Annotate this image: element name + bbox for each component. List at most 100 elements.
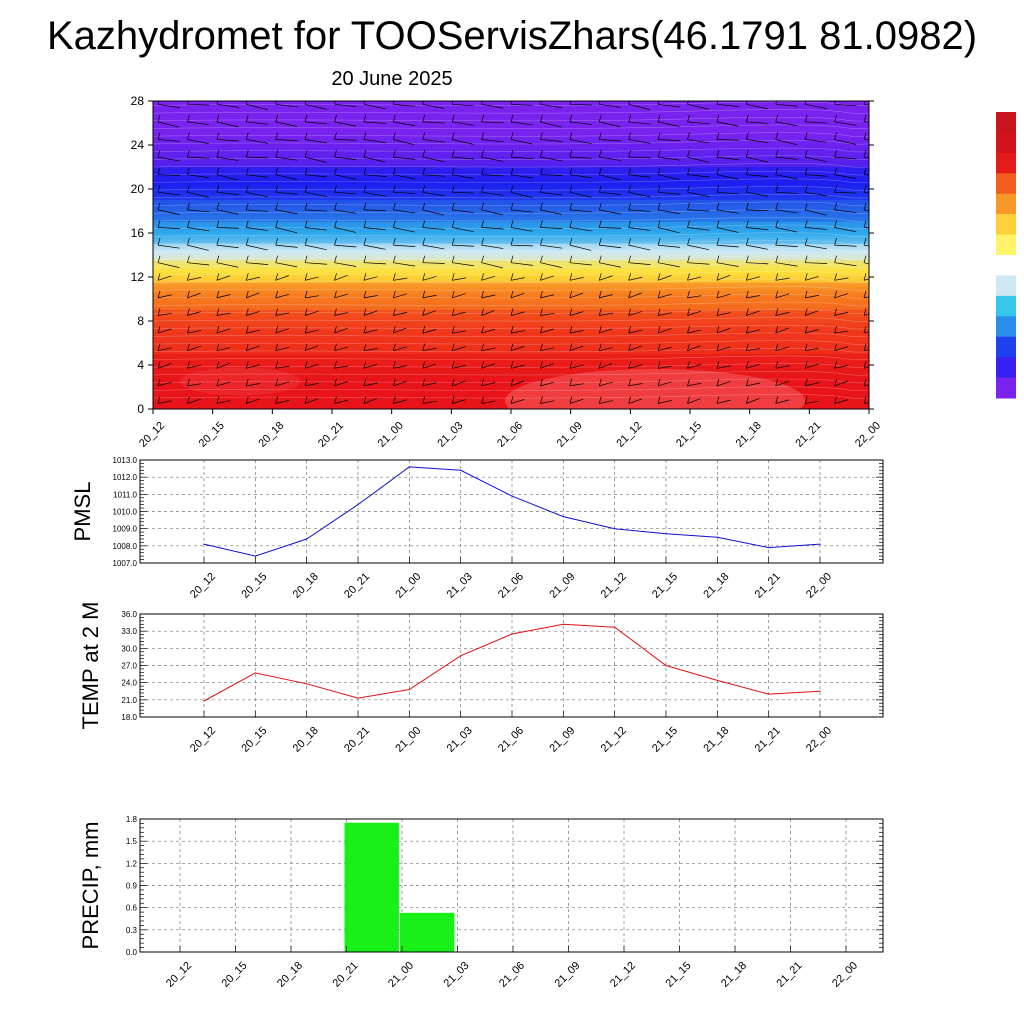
wind-barb: [363, 139, 386, 143]
wind-barb-flag: [598, 396, 602, 404]
wind-barb-flag: [422, 378, 426, 386]
wind-barb-flag: [275, 101, 277, 105]
wind-barb: [275, 381, 290, 387]
wind-barb: [157, 347, 172, 352]
temp-panel-point: [306, 683, 308, 685]
wind-barb-flag: [363, 185, 367, 193]
wind-barb: [510, 139, 533, 145]
wind-barb: [216, 328, 231, 334]
wind-barb: [657, 381, 672, 387]
wind-barb: [187, 383, 202, 387]
wind-barb: [481, 363, 495, 369]
wind-barb: [599, 347, 613, 352]
wind-barb-flag: [481, 185, 484, 193]
wind-barb: [628, 329, 643, 334]
wind-barb-flag: [745, 273, 749, 281]
wind-barb-flag: [216, 290, 220, 298]
wind-barb: [716, 327, 731, 334]
wind-barb: [481, 275, 496, 281]
wind-barb-flag: [775, 202, 779, 210]
wind-barb: [599, 328, 613, 334]
temp-panel-point: [511, 633, 513, 635]
wind-barb: [569, 103, 592, 106]
heatmap-xtick-label: 21_09: [555, 420, 585, 450]
wind-barb-flag: [628, 202, 632, 210]
heatmap-isoline: [153, 278, 869, 284]
wind-barb: [422, 276, 437, 281]
wind-barb: [834, 311, 849, 316]
wind-barb-flag: [657, 361, 661, 369]
heatmap-isoline: [153, 178, 869, 183]
temp-panel-xtick-label: 21_03: [445, 725, 475, 755]
wind-barb: [805, 227, 828, 230]
wind-barb: [246, 398, 260, 404]
wind-barb: [187, 209, 210, 213]
temp-panel-xtick-label: 20_15: [239, 725, 269, 755]
wind-barb: [599, 275, 613, 281]
wind-barb-flag: [275, 361, 279, 369]
wind-barb-flag: [216, 255, 220, 263]
precip-panel-xtick-label: 20_15: [220, 960, 250, 990]
temp-panel-xtick-label: 21_18: [701, 725, 731, 755]
wind-barb-flag: [598, 238, 602, 246]
wind-barb-flag: [540, 202, 543, 210]
wind-barb: [393, 156, 416, 160]
wind-barb-flag: [687, 378, 690, 386]
wind-barb-flag: [569, 273, 573, 281]
wind-barb-flag: [628, 290, 632, 298]
wind-barb: [510, 311, 525, 316]
wind-barb-flag: [187, 150, 190, 158]
wind-barb-flag: [804, 290, 808, 298]
wind-barb: [628, 398, 643, 404]
wind-barb: [157, 227, 180, 230]
wind-barb-flag: [834, 114, 837, 122]
wind-barb-flag: [451, 167, 455, 175]
wind-barb-flag: [745, 343, 749, 351]
wind-barb-flag: [157, 150, 161, 158]
wind-barb-flag: [157, 308, 161, 316]
heatmap-xtick-label: 22_00: [853, 420, 883, 450]
wind-barb-flag: [510, 202, 514, 210]
wind-barb: [510, 364, 525, 369]
wind-barb: [393, 191, 416, 194]
wind-barb-flag: [481, 238, 484, 246]
wind-barb: [216, 262, 239, 268]
heatmap-isoline: [153, 294, 869, 299]
wind-barb-flag: [540, 150, 543, 158]
temp-panel-point: [562, 623, 564, 625]
wind-barb-flag: [598, 132, 602, 140]
wind-barb-flag: [422, 185, 426, 193]
wind-barb-flag: [451, 290, 455, 298]
wind-barb: [628, 345, 642, 352]
wind-barb-flag: [481, 255, 484, 263]
wind-barb-flag: [392, 114, 396, 122]
wind-barb-flag: [422, 290, 426, 298]
wind-barb: [687, 382, 702, 387]
wind-barb: [334, 346, 349, 352]
wind-barb: [863, 227, 869, 229]
heatmap-isoline: [153, 163, 869, 168]
wind-barb-flag: [775, 308, 779, 316]
colorbar-swatch: [996, 112, 1016, 133]
wind-barb: [863, 174, 869, 176]
precip-panel-ytick-label: 0.0: [126, 948, 138, 957]
heatmap-isoline: [153, 386, 869, 391]
wind-barb-flag: [187, 114, 190, 122]
wind-barb-flag: [540, 238, 543, 246]
wind-barb-flag: [716, 361, 720, 369]
wind-barb: [422, 329, 437, 334]
wind-barb: [716, 312, 731, 316]
wind-barb: [805, 363, 819, 369]
wind-barb-flag: [392, 308, 396, 316]
heatmap-isoline: [153, 255, 869, 260]
wind-barb-flag: [510, 167, 514, 175]
wind-barb-flag: [628, 150, 632, 158]
wind-barb: [157, 191, 180, 196]
wind-barb-flag: [245, 202, 249, 210]
wind-barb: [393, 174, 415, 180]
wind-barb-flag: [510, 101, 513, 105]
wind-barb-flag: [745, 220, 749, 228]
wind-barb: [216, 139, 239, 142]
wind-barb: [216, 347, 231, 352]
wind-barb: [304, 364, 319, 369]
